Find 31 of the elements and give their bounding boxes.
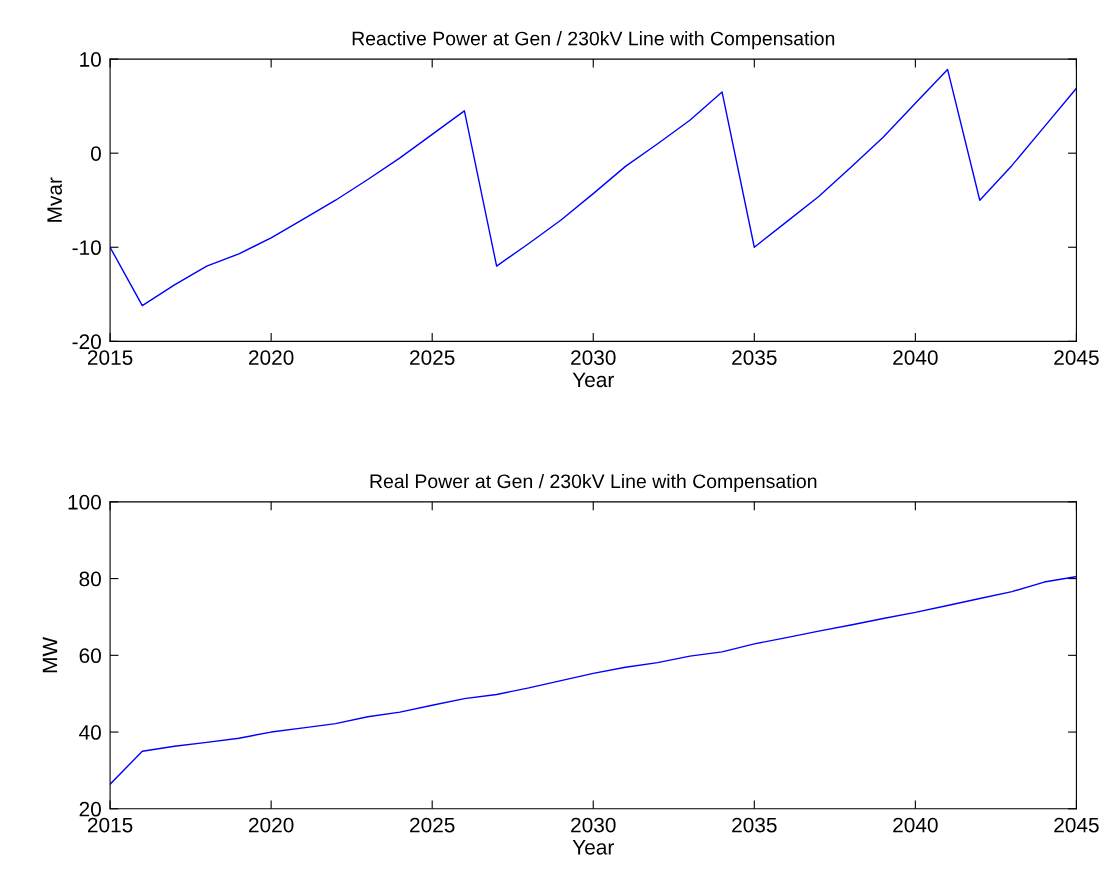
- x-tick-label: 2040: [893, 817, 938, 833]
- x-tick-label: 2040: [893, 350, 938, 365]
- x-axis-title: Year: [572, 372, 614, 388]
- x-tick-label: 2015: [87, 350, 133, 365]
- y-tick-label: 80: [79, 571, 101, 587]
- chart-title: Reactive Power at Gen / 230kV Line with Compensation: [352, 31, 835, 50]
- x-tick-label: 2025: [410, 817, 455, 833]
- x-tick-label: 2035: [732, 817, 777, 833]
- x-tick-label: 2020: [249, 817, 294, 833]
- y-tick-label: 10: [80, 52, 101, 67]
- y-tick-label: 40: [79, 725, 101, 740]
- y-tick-label: 20: [79, 801, 101, 817]
- x-tick-label: 2015: [87, 817, 133, 833]
- x-tick-label: 2035: [732, 350, 777, 365]
- y-tick-label: -10: [72, 240, 101, 256]
- y-tick-label: 0: [90, 146, 101, 161]
- x-axis-title: Year: [572, 840, 614, 855]
- x-tick-label: 2020: [249, 350, 294, 365]
- line-series: [110, 68, 1077, 307]
- line-series: [110, 575, 1077, 785]
- x-tick-label: 2045: [1054, 350, 1099, 365]
- x-tick-label: 2030: [571, 817, 616, 833]
- x-tick-label: 2025: [410, 350, 455, 365]
- y-tick-label: -20: [72, 334, 101, 350]
- y-tick-label: 100: [68, 494, 101, 510]
- x-tick-label: 2030: [571, 350, 616, 365]
- y-axis-title: Mvar: [47, 177, 62, 222]
- y-tick-label: 60: [79, 648, 101, 664]
- y-axis-title: MW: [42, 636, 58, 673]
- x-tick-label: 2045: [1054, 817, 1099, 833]
- chart-title: Real Power at Gen / 230kV Line with Compensation: [370, 473, 817, 492]
